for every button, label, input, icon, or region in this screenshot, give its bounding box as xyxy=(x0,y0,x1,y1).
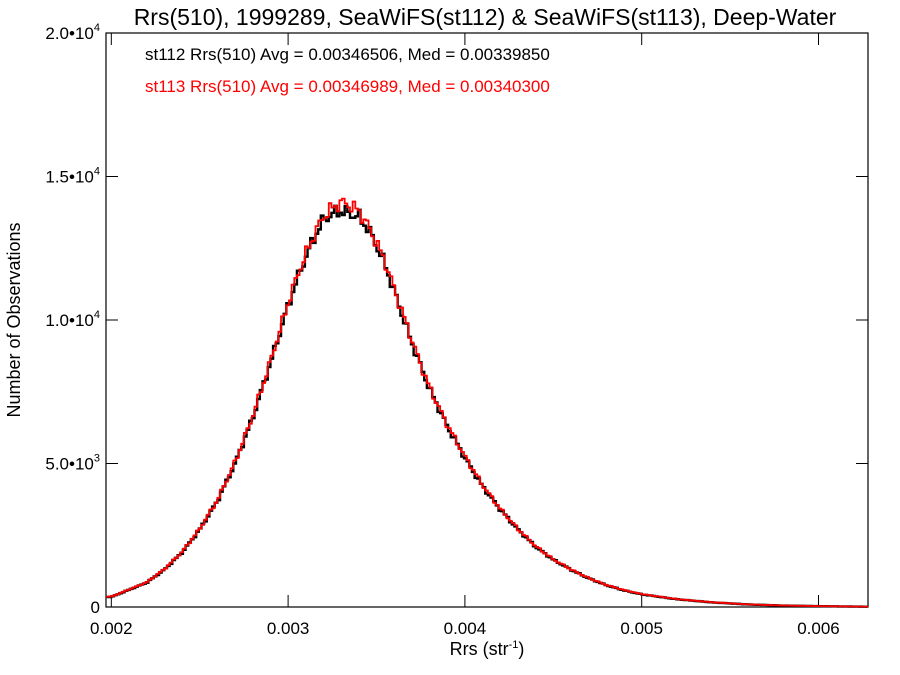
series-layer xyxy=(106,197,869,608)
plot-frame xyxy=(105,32,869,608)
x-tick-label: 0.003 xyxy=(267,619,310,638)
x-tick-label: 0.005 xyxy=(620,619,663,638)
series-line-1 xyxy=(106,197,869,608)
annotation-st112: st112 Rrs(510) Avg = 0.00346506, Med = 0… xyxy=(145,45,550,64)
y-axis-ticks: 0 5.0•103 1.0•104 1.5•104 2.0•104 xyxy=(45,22,868,617)
y-tick-label: 1.0•104 xyxy=(45,309,100,330)
x-tick-label: 0.002 xyxy=(90,619,133,638)
x-tick-label: 0.004 xyxy=(444,619,487,638)
y-tick-label: 5.0•103 xyxy=(45,453,100,474)
series-line-0 xyxy=(106,204,869,608)
chart-title: Rrs(510), 1999289, SeaWiFS(st112) & SeaW… xyxy=(134,4,837,30)
y-tick-label: 1.5•104 xyxy=(45,166,100,187)
x-axis-label: Rrs (str-1) xyxy=(450,639,525,659)
y-tick-label: 0 xyxy=(91,598,100,617)
x-tick-label: 0.006 xyxy=(797,619,840,638)
x-axis-ticks: 0.002 0.003 0.004 0.005 0.006 xyxy=(90,33,840,638)
y-axis-label: Number of Observations xyxy=(4,222,24,417)
y-tick-label: 2.0•104 xyxy=(45,22,100,43)
annotation-st113: st113 Rrs(510) Avg = 0.00346989, Med = 0… xyxy=(145,77,550,96)
